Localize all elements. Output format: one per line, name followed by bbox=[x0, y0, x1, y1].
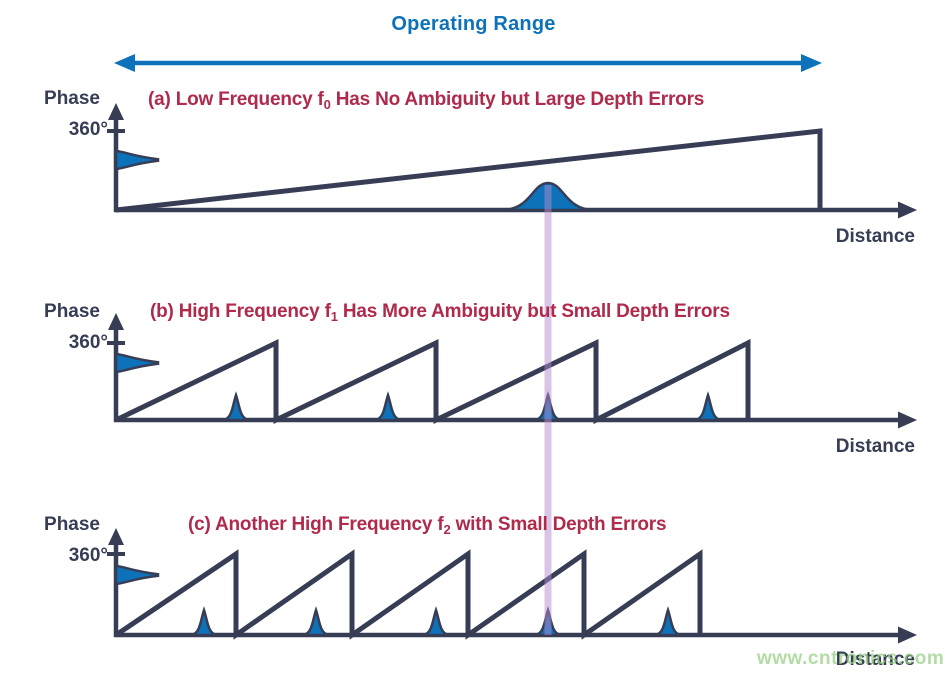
phase-noise-peak bbox=[114, 564, 160, 586]
frequency-subscript-2: 2 bbox=[443, 522, 451, 537]
distance-label-a: Distance bbox=[835, 226, 915, 247]
frequency-subscript-1: 1 bbox=[330, 309, 338, 324]
true-distance-line bbox=[544, 185, 552, 635]
phase-noise-peak bbox=[114, 352, 160, 374]
operating-range-arrow bbox=[114, 54, 822, 72]
panel-b-title-suffix: Has More Ambiguity but Small Depth Error… bbox=[337, 301, 730, 322]
distance-label-b: Distance bbox=[835, 436, 915, 457]
panel-b-plot bbox=[107, 313, 917, 429]
y-axis-arrowhead-icon bbox=[108, 528, 124, 545]
measurement-peak bbox=[655, 606, 681, 637]
y-axis-arrowhead-icon bbox=[108, 313, 124, 330]
measurement-peak bbox=[423, 606, 449, 637]
panel-b-title: (b) High Frequency f1 Has More Ambiguity… bbox=[150, 301, 730, 323]
phase-label-c: Phase bbox=[44, 514, 100, 535]
panel-c-title-suffix: with Small Depth Errors bbox=[450, 514, 667, 535]
left-arrowhead-icon bbox=[114, 54, 135, 72]
x-axis-arrowhead-icon bbox=[898, 411, 917, 429]
phase-max-label-b: 360° bbox=[68, 332, 108, 353]
right-arrowhead-icon bbox=[801, 54, 822, 72]
watermark-text: www.cntronics.com bbox=[757, 648, 945, 669]
y-axis-arrowhead-icon bbox=[108, 103, 124, 120]
panel-c-title: (c) Another High Frequency f2 with Small… bbox=[188, 514, 667, 537]
distance-label-c: Distance bbox=[835, 649, 915, 670]
panel-a-plot bbox=[107, 103, 917, 219]
phase-max-label-c: 360° bbox=[68, 545, 108, 566]
measurement-peak bbox=[375, 391, 401, 422]
x-axis-arrowhead-icon bbox=[898, 626, 917, 644]
panel-a-title-prefix: (a) Low Frequency f bbox=[148, 89, 324, 110]
operating-range-label: Operating Range bbox=[391, 13, 556, 35]
sawtooth-wave bbox=[114, 549, 703, 640]
panel-c-title-prefix: (c) Another High Frequency f bbox=[188, 514, 444, 535]
sawtooth-wave bbox=[115, 128, 823, 213]
panel-a-title: (a) Low Frequency f0 Has No Ambiguity bu… bbox=[148, 89, 704, 111]
x-axis-arrowhead-icon bbox=[898, 201, 917, 219]
frequency-subscript-0: 0 bbox=[323, 97, 331, 112]
phase-noise-peak bbox=[114, 149, 160, 171]
measurement-peak bbox=[695, 391, 721, 422]
measurement-peak bbox=[223, 391, 249, 422]
measurement-peak bbox=[191, 606, 217, 637]
phase-label-a: Phase bbox=[44, 88, 100, 109]
phase-max-label-a: 360° bbox=[68, 119, 108, 140]
panel-c-plot bbox=[107, 528, 917, 644]
panel-b-title-prefix: (b) High Frequency f bbox=[150, 301, 331, 322]
measurement-peak bbox=[303, 606, 329, 637]
panel-a-title-suffix: Has No Ambiguity but Large Depth Errors bbox=[330, 89, 705, 110]
sawtooth-wave bbox=[114, 338, 751, 425]
phase-label-b: Phase bbox=[44, 301, 100, 322]
